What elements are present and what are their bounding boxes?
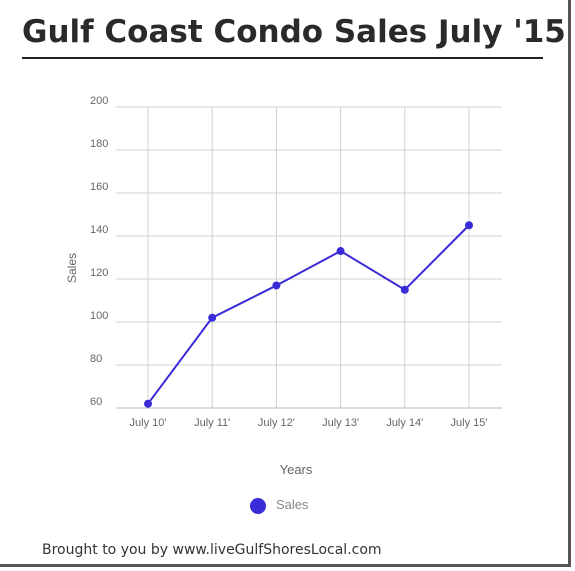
x-tick-labels: July 10' July 11' July 12' July 13' July 14'… — [130, 417, 488, 429]
y-tick-label: 200 — [90, 95, 108, 107]
footer-credit: Brought to you by www.liveGulfShoresLoca… — [42, 542, 382, 558]
y-tick-labels: 60 80 100 120 140 160 180 200 — [90, 95, 108, 408]
legend-marker — [250, 498, 266, 514]
y-tick-label: 140 — [90, 224, 108, 236]
x-tick-label: July 13' — [322, 417, 359, 429]
y-tick-label: 100 — [90, 310, 108, 322]
y-axis-label: Sales — [65, 253, 79, 283]
y-tick-label: 160 — [90, 181, 108, 193]
legend: Sales — [250, 497, 309, 514]
chart-grid — [116, 106, 502, 409]
series-layer — [144, 221, 473, 408]
x-axis-label: Years — [280, 462, 313, 477]
data-point — [208, 313, 217, 322]
legend-label: Sales — [276, 497, 309, 512]
y-tick-label: 120 — [90, 267, 108, 279]
x-tick-label: July 14' — [386, 417, 423, 429]
y-tick-label: 80 — [90, 353, 102, 365]
data-point — [336, 247, 345, 256]
x-tick-label: July 12' — [258, 417, 295, 429]
data-point — [465, 221, 473, 230]
title-underline — [22, 57, 543, 59]
y-tick-label: 180 — [90, 138, 108, 150]
x-tick-label: July 11' — [194, 417, 230, 429]
series-line — [147, 224, 470, 405]
data-point — [144, 399, 152, 408]
x-tick-label: July 10' — [130, 417, 167, 429]
x-tick-label: July 15' — [451, 417, 488, 429]
y-tick-label: 60 — [90, 396, 102, 408]
data-point — [272, 281, 281, 290]
data-point — [400, 285, 409, 294]
page-title: Gulf Coast Condo Sales July '15 — [22, 14, 566, 50]
